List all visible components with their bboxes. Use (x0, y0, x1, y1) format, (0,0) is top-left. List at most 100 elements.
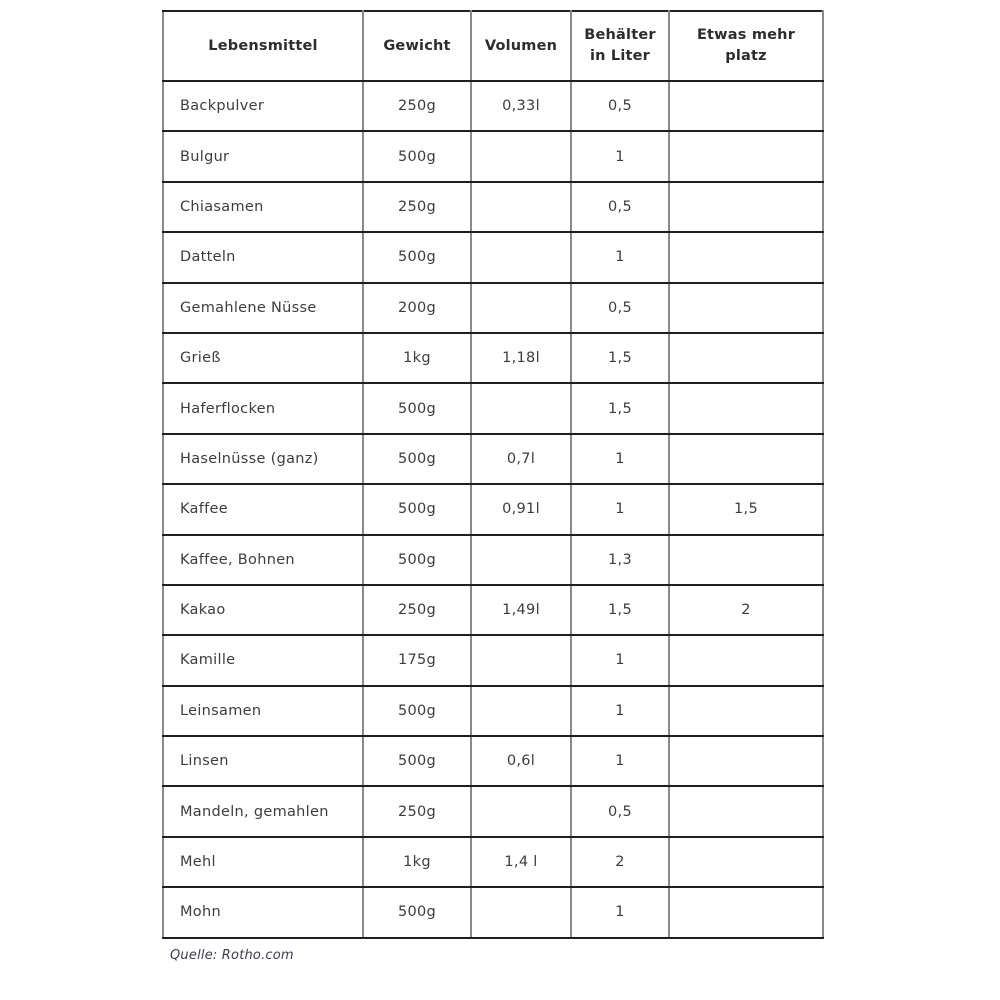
table-row: Haselnüsse (ganz) 500g 0,7l 1 (162, 432, 824, 486)
table-cell: 1,5 (570, 583, 670, 637)
table-cell: 1,3 (570, 533, 670, 586)
table-cell (668, 231, 824, 284)
table-row: Bulgur 500g 1 (162, 130, 824, 183)
food-storage-table: Lebensmittel Gewicht Volumen Behälter in… (162, 10, 824, 939)
table-cell: 500g (362, 886, 472, 939)
table-cell (470, 634, 572, 687)
table-cell (470, 886, 572, 939)
table-cell: 0,5 (570, 785, 670, 838)
table-cell: 1,18l (470, 331, 572, 385)
table-cell (470, 785, 572, 838)
table-cell: Gemahlene Nüsse (162, 281, 364, 334)
table-cell: 1 (570, 684, 670, 738)
table-cell: 500g (362, 231, 472, 284)
table-cell: 1,5 (570, 331, 670, 385)
table-cell (668, 785, 824, 838)
table-cell (668, 735, 824, 788)
table-cell (668, 634, 824, 687)
table-cell (668, 533, 824, 586)
table-cell: 0,91l (470, 483, 572, 536)
table-cell: 500g (362, 130, 472, 183)
table-cell: 500g (362, 432, 472, 486)
table-cell: 1,5 (570, 382, 670, 435)
table-cell: Backpulver (162, 79, 364, 133)
table-cell (668, 331, 824, 385)
table-row: Backpulver 250g 0,33l 0,5 (162, 79, 824, 133)
table-cell: Bulgur (162, 130, 364, 183)
table-row: Gemahlene Nüsse 200g 0,5 (162, 281, 824, 334)
table-row: Datteln 500g 1 (162, 231, 824, 284)
table-cell (470, 130, 572, 183)
table-cell: 500g (362, 533, 472, 586)
column-header-gewicht: Gewicht (362, 10, 472, 82)
table-cell: 500g (362, 483, 472, 536)
table-cell (668, 79, 824, 133)
table-cell: 175g (362, 634, 472, 687)
table-cell (470, 281, 572, 334)
table-cell: Datteln (162, 231, 364, 284)
table-row: Kaffee 500g 0,91l 1 1,5 (162, 483, 824, 536)
table-cell (668, 684, 824, 738)
table-cell: 0,7l (470, 432, 572, 486)
table-cell: 0,5 (570, 180, 670, 234)
table-cell: Kamille (162, 634, 364, 687)
table-cell: 1 (570, 130, 670, 183)
table-cell: Kakao (162, 583, 364, 637)
table-body: Backpulver 250g 0,33l 0,5 Bulgur 500g 1 Chiasam… (162, 79, 824, 939)
header-row: Lebensmittel Gewicht Volumen Behälter in… (162, 10, 824, 82)
table-cell: 250g (362, 785, 472, 838)
table-cell (668, 432, 824, 486)
column-header-volumen: Volumen (470, 10, 572, 82)
table-row: Kaffee, Bohnen 500g 1,3 (162, 533, 824, 586)
table-cell: 1 (570, 483, 670, 536)
table-cell: Leinsamen (162, 684, 364, 738)
table-cell: 500g (362, 382, 472, 435)
table-cell: Mohn (162, 886, 364, 939)
food-storage-table-wrap: Lebensmittel Gewicht Volumen Behälter in… (162, 10, 824, 963)
table-cell: 500g (362, 684, 472, 738)
table-cell (470, 382, 572, 435)
table-cell (668, 130, 824, 183)
source-note: Quelle: Rotho.com (170, 947, 294, 963)
table-cell (668, 180, 824, 234)
table-cell: Grieß (162, 331, 364, 385)
table-cell: 1 (570, 886, 670, 939)
column-header-etwas-mehr: Etwas mehr platz (668, 10, 824, 82)
table-row: Chiasamen 250g 0,5 (162, 180, 824, 234)
table-cell: 500g (362, 735, 472, 788)
table-cell (470, 180, 572, 234)
table-cell: 200g (362, 281, 472, 334)
table-row: Leinsamen 500g 1 (162, 684, 824, 738)
column-header-lebensmittel: Lebensmittel (162, 10, 364, 82)
table-cell (470, 533, 572, 586)
table-row: Kamille 175g 1 (162, 634, 824, 687)
table-cell (470, 684, 572, 738)
table-cell: 1,49l (470, 583, 572, 637)
table-cell: 250g (362, 180, 472, 234)
table-cell: Kaffee (162, 483, 364, 536)
table-cell (668, 382, 824, 435)
table-cell: Haferflocken (162, 382, 364, 435)
table-cell: Mandeln, gemahlen (162, 785, 364, 838)
table-row: Mandeln, gemahlen 250g 0,5 (162, 785, 824, 838)
table-row: Haferflocken 500g 1,5 (162, 382, 824, 435)
table-row: Kakao 250g 1,49l 1,5 2 (162, 583, 824, 637)
table-cell: 0,6l (470, 735, 572, 788)
table-cell: 2 (570, 835, 670, 889)
table-cell (668, 886, 824, 939)
table-cell: 1,4 l (470, 835, 572, 889)
table-cell: 0,5 (570, 281, 670, 334)
table-row: Linsen 500g 0,6l 1 (162, 735, 824, 788)
table-cell: 250g (362, 583, 472, 637)
table-cell (470, 231, 572, 284)
column-header-behaelter: Behälter in Liter (570, 10, 670, 82)
table-cell: 1 (570, 231, 670, 284)
table-cell: Kaffee, Bohnen (162, 533, 364, 586)
table-cell: Chiasamen (162, 180, 364, 234)
table-cell: Haselnüsse (ganz) (162, 432, 364, 486)
table-cell: Mehl (162, 835, 364, 889)
table-cell: 1kg (362, 331, 472, 385)
table-cell: 250g (362, 79, 472, 133)
